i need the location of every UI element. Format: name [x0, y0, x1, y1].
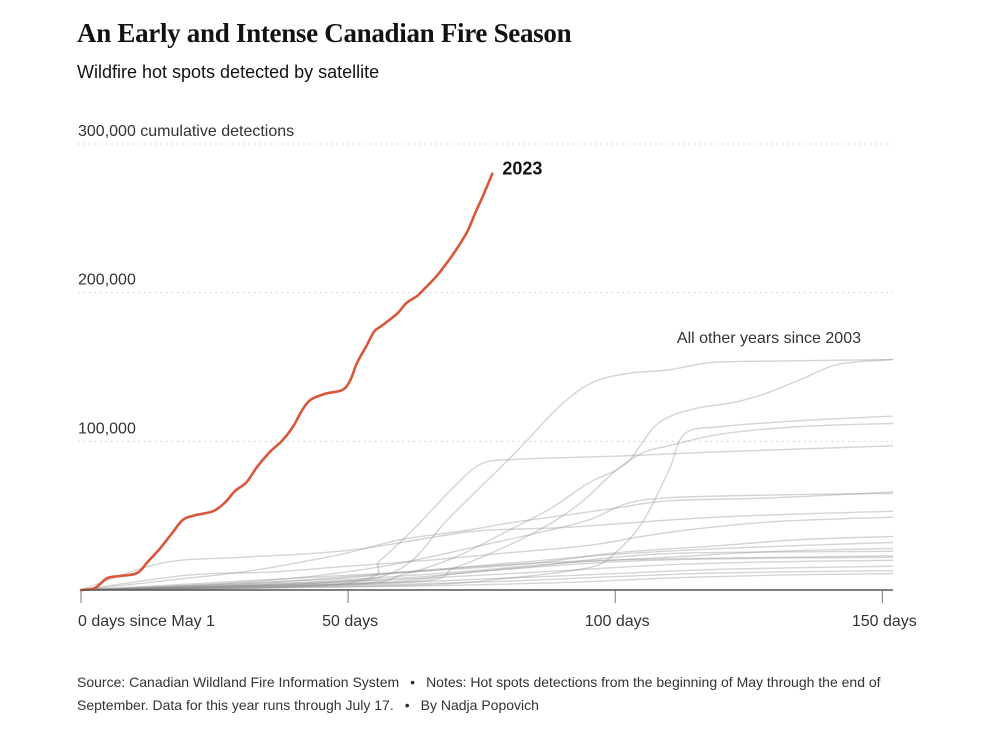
x-axis: 0 days since May 1 50 days 100 days 150 day…: [78, 589, 917, 630]
annotation-other-years: All other years since 2003: [677, 330, 861, 347]
y-tick-label: 300,000 cumulative detections: [78, 123, 294, 140]
y-axis-labels: 100,000 200,000 300,000 cumulative detecti…: [78, 123, 294, 437]
series-line-2023: [79, 172, 494, 592]
x-tick-label: 150 days: [852, 613, 917, 630]
series-line-other-year: [80, 547, 894, 591]
series-line-other-year: [80, 445, 894, 591]
gridlines: [78, 143, 893, 442]
series-line-other-year: [80, 559, 894, 591]
series-line-other-year: [80, 535, 894, 591]
series-line-other-year: [80, 415, 894, 591]
series-line-other-year: [80, 555, 894, 591]
x-tick-label: 100 days: [585, 613, 650, 630]
series-line-other-year: [80, 516, 894, 591]
series-line-other-year: [80, 565, 894, 591]
footer: Source: Canadian Wildland Fire Informati…: [77, 671, 907, 717]
chart-title: An Early and Intense Canadian Fire Seaso…: [77, 18, 572, 48]
series-line-other-year: [80, 422, 894, 591]
x-tick-label: 0 days since May 1: [78, 613, 215, 630]
other-years-lines: [80, 358, 894, 591]
series-line-other-year: [80, 541, 894, 591]
series-line-other-year: [80, 556, 894, 591]
highlight-line-group: 2023: [79, 159, 542, 592]
y-tick-label: 100,000: [78, 420, 136, 437]
series-line-other-year: [80, 491, 894, 591]
x-tick-label: 50 days: [322, 613, 378, 630]
series-line-other-year: [80, 572, 894, 591]
notes: Notes: Hot spots detections from the beg…: [77, 674, 881, 713]
separator: •: [410, 674, 416, 690]
series-line-other-year: [80, 358, 894, 591]
y-tick-label: 200,000: [78, 272, 136, 289]
line-chart: 100,000 200,000 300,000 cumulative detecti…: [78, 123, 917, 630]
series-label-2023: 2023: [502, 159, 542, 179]
byline: By Nadja Popovich: [420, 697, 539, 713]
series-line-other-year: [80, 358, 894, 591]
series-line-other-year: [80, 510, 894, 591]
series-line-other-year: [80, 550, 894, 591]
series-line-other-year: [80, 492, 894, 591]
series-line-other-year: [80, 570, 894, 591]
separator: •: [404, 697, 410, 713]
chart-subtitle: Wildfire hot spots detected by satellite: [77, 62, 380, 82]
source-note: Source: Canadian Wildland Fire Informati…: [77, 674, 400, 690]
